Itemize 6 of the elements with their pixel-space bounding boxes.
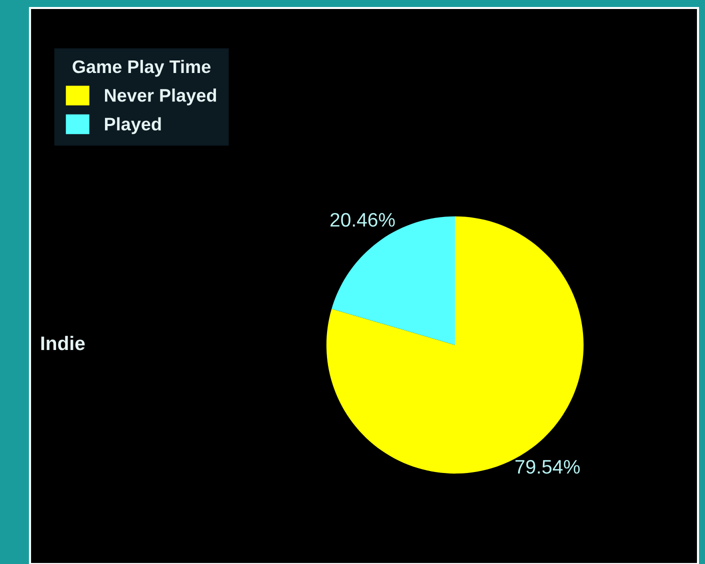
legend-label: Played xyxy=(104,117,161,134)
data-label: 79.54% xyxy=(516,460,580,474)
legend-title: Game Play Time xyxy=(72,60,211,77)
legend-label: Never Played xyxy=(104,88,216,106)
data-label: 20.46% xyxy=(330,212,395,227)
text: Indie xyxy=(41,336,85,350)
